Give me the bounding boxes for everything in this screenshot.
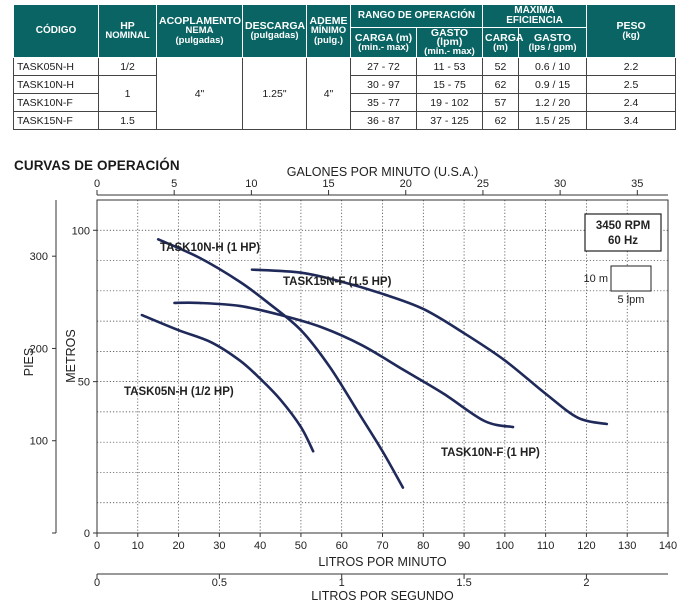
y-axis-label-metros: METROS [64, 329, 78, 382]
y-tick-label-pies: 300 [30, 251, 48, 263]
header-descarga: DESCARGA (pulgadas) [242, 4, 307, 58]
spec-table: CÓDIGO HP NOMINAL ACOPLAMENTO NEMA (pulgada… [13, 4, 677, 130]
x-tick-label: 120 [577, 540, 595, 552]
lps-axis-label: LITROS POR SEGUNDO [311, 589, 454, 603]
cell-hp: 1.5 [98, 111, 157, 130]
lps-tick-label: 1 [339, 577, 345, 589]
x-axis-label: LITROS POR MINUTO [318, 555, 447, 569]
table-row: TASK15N-F 1.5 36 - 87 37 - 125 62 1.5 / … [13, 111, 677, 130]
x-tick-label: 60 [336, 540, 348, 552]
series-label: TASK05N-H (1/2 HP) [124, 386, 234, 398]
x-tick-label: 10 [132, 540, 144, 552]
cell-peso: 2.4 [586, 93, 677, 112]
cell-carga: 36 - 87 [350, 111, 417, 130]
header-gasto-ef: GASTO (lps / gpm) [518, 27, 588, 58]
header-maxima: MÁXIMA EFICIENCIA [482, 4, 588, 28]
cell-gasto: 15 - 75 [415, 75, 484, 94]
y-axis-label-pies: PIES [22, 348, 36, 377]
x-tick-label: 50 [295, 540, 307, 552]
top-tick-label: 5 [171, 178, 177, 190]
cell-gasto-ef: 1.5 / 25 [518, 111, 588, 130]
top-tick-label: 20 [400, 178, 412, 190]
table-row: TASK10N-F 35 - 77 19 - 102 57 1.2 / 20 2… [13, 93, 677, 112]
cell-codigo: TASK05N-H [13, 57, 99, 76]
y-tick-label-metros: 50 [78, 377, 90, 389]
rpm-box [584, 213, 662, 252]
cell-acoplamiento: 4" [156, 57, 243, 130]
cell-peso: 3.4 [586, 111, 677, 130]
y-tick-label-metros: 100 [72, 225, 90, 237]
header-carga: CARGA (m) (min.- max) [350, 27, 417, 58]
rpm-text: 3450 RPM [596, 220, 650, 232]
x-tick-label: 110 [537, 540, 555, 552]
table-row: TASK10N-H 1 30 - 97 15 - 75 62 0.9 / 15 … [13, 75, 677, 112]
series-line [173, 301, 515, 429]
header-codigo: CÓDIGO [13, 4, 99, 58]
header-peso: PESO (kg) [586, 4, 677, 58]
x-tick-label: 20 [172, 540, 184, 552]
lps-tick-label: 1.5 [456, 577, 471, 589]
lps-tick-label: 2 [583, 577, 589, 589]
x-tick-label: 30 [213, 540, 225, 552]
cell-carga: 30 - 97 [350, 75, 417, 94]
header-acoplamiento: ACOPLAMENTO NEMA (pulgadas) [156, 4, 243, 58]
cell-codigo: TASK10N-F [13, 93, 99, 112]
header-ademe: ADEME MÍNIMO (pulg.) [306, 4, 351, 58]
cell-gasto: 11 - 53 [415, 57, 484, 76]
header-carga-ef: CARGA (m) [482, 27, 524, 58]
y-tick-label-metros: 0 [84, 528, 90, 540]
lps-tick-label: 0.5 [212, 577, 227, 589]
top-tick-label: 35 [631, 178, 643, 190]
top-tick-label: 0 [94, 178, 100, 190]
cell-carga-ef: 62 [482, 111, 520, 130]
header-rango: RANGO DE OPERACIÓN [349, 4, 484, 28]
top-axis-label: GALONES POR MINUTO (U.S.A.) [287, 165, 478, 179]
cell-gasto: 37 - 125 [415, 111, 484, 130]
x-tick-label: 0 [94, 540, 100, 552]
cell-ademe: 4" [306, 57, 351, 130]
series-line [156, 238, 405, 489]
header-gasto: GASTO (lpm) (min.- max) [415, 27, 484, 58]
y-tick-label-pies: 100 [30, 436, 48, 448]
series-label: TASK10N-H (1 HP) [160, 242, 260, 254]
x-tick-label: 140 [659, 540, 677, 552]
x-tick-label: 40 [254, 540, 266, 552]
top-tick-label: 30 [554, 178, 566, 190]
y-tick-label-pies: 200 [30, 343, 48, 355]
curves-title: CURVAS DE OPERACIÓN [14, 158, 180, 173]
cell-codigo: TASK15N-F [13, 111, 99, 130]
x-tick-label: 100 [496, 540, 514, 552]
series-line [250, 268, 609, 426]
cell-carga: 35 - 77 [350, 93, 417, 112]
x-tick-label: 130 [618, 540, 636, 552]
x-tick-label: 80 [417, 540, 429, 552]
series-line [140, 313, 315, 453]
top-tick-label: 10 [245, 178, 257, 190]
series-label: TASK10N-F (1 HP) [441, 447, 540, 459]
scale-height-label: 10 m [584, 273, 608, 285]
lps-tick-label: 0 [94, 577, 100, 589]
series-label: TASK15N-F (1.5 HP) [283, 276, 392, 288]
hz-text: 60 Hz [608, 235, 638, 247]
top-tick-label: 25 [477, 178, 489, 190]
x-tick-label: 90 [458, 540, 470, 552]
scale-width-label: 5 lpm [618, 294, 645, 306]
top-tick-label: 15 [322, 178, 334, 190]
scale-box [610, 265, 652, 292]
x-tick-label: 70 [376, 540, 388, 552]
